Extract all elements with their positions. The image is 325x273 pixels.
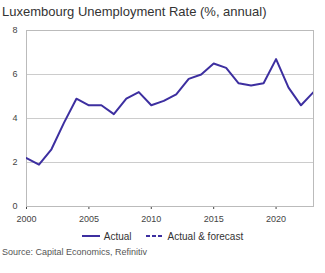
html-text:Source: Capital Economics, Ref: Source: Capital Economics, Refinitiv — [2, 247, 148, 257]
svg-text:2000: 2000 — [16, 214, 36, 224]
html-text:Luxembourg Unemployment Rate (: Luxembourg Unemployment Rate (%, annual) — [2, 4, 267, 19]
svg-text:2005: 2005 — [79, 214, 99, 224]
svg-text:4: 4 — [12, 113, 17, 123]
svg-text:8: 8 — [12, 25, 17, 35]
svg-text:2010: 2010 — [141, 214, 161, 224]
svg-text:6: 6 — [12, 69, 17, 79]
svg-text:2020: 2020 — [266, 214, 286, 224]
html-text:Actual & forecast: Actual & forecast — [167, 230, 244, 242]
svg-text:0: 0 — [12, 201, 17, 211]
svg-text:2015: 2015 — [204, 214, 224, 224]
svg-text:2: 2 — [12, 157, 17, 167]
html-text:Actual: Actual — [103, 230, 132, 242]
